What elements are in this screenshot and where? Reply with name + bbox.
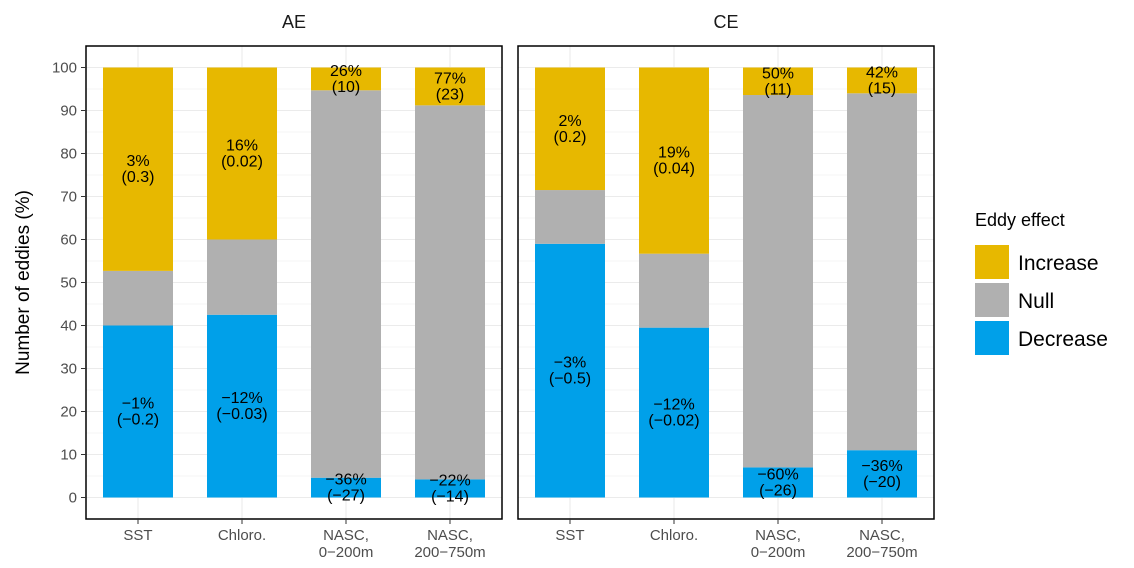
bar-segment-decrease [103, 325, 173, 498]
bar-segment-decrease [743, 467, 813, 498]
y-tick-label: 40 [60, 318, 77, 335]
x-tick-label: 0−200m [319, 544, 374, 561]
data-label: 16% [226, 138, 258, 155]
legend-title: Eddy effect [975, 210, 1065, 230]
data-label: (−26) [759, 482, 797, 499]
x-tick-label: NASC, [323, 527, 369, 544]
bar-segment-null [103, 270, 173, 326]
data-label: (0.3) [122, 169, 155, 186]
data-label: (0.2) [554, 129, 587, 146]
data-label: 19% [658, 145, 690, 162]
x-tick-label: 200−750m [414, 544, 485, 561]
data-label: −12% [653, 397, 694, 414]
bar-segment-decrease [207, 314, 277, 498]
panel-border [517, 45, 935, 520]
legend-swatch-increase [975, 245, 1009, 279]
bar-segment-increase [103, 67, 173, 271]
data-label: (−14) [431, 488, 469, 505]
x-tick-label: Chloro. [218, 527, 266, 544]
x-tick-label: SST [123, 527, 152, 544]
y-tick-label: 60 [60, 232, 77, 249]
data-label: −3% [554, 355, 586, 372]
bar-segment-null [535, 190, 605, 244]
data-label: (11) [764, 81, 791, 98]
bar-segment-null [311, 90, 381, 478]
data-label: (−20) [863, 474, 901, 491]
bar-segment-increase [415, 67, 485, 106]
data-label: −36% [325, 472, 366, 489]
bar-segment-null [847, 93, 917, 451]
legend-swatch-decrease [975, 321, 1009, 355]
bar-segment-decrease [535, 243, 605, 498]
data-label: −12% [221, 390, 262, 407]
data-label: 3% [126, 153, 149, 170]
bar-segment-null [207, 239, 277, 315]
data-label: (0.02) [221, 154, 263, 171]
bar-segment-decrease [415, 479, 485, 498]
x-tick-label: Chloro. [650, 527, 698, 544]
bar-segment-increase [847, 67, 917, 94]
data-label: (−27) [327, 488, 365, 505]
bar-segment-increase [207, 67, 277, 240]
x-tick-label: SST [555, 527, 584, 544]
bar-segment-decrease [639, 327, 709, 498]
y-tick-label: 100 [52, 60, 77, 77]
bar-segment-null [639, 253, 709, 328]
x-tick-label: NASC, [755, 527, 801, 544]
bar-segment-null [743, 95, 813, 468]
data-label: −22% [429, 472, 470, 489]
data-label: 42% [866, 64, 898, 81]
y-tick-label: 10 [60, 447, 77, 464]
x-tick-label: 200−750m [846, 544, 917, 561]
data-label: (0.04) [653, 161, 695, 178]
legend-swatch-null [975, 283, 1009, 317]
x-tick-label: 0−200m [751, 544, 806, 561]
data-label: (−0.02) [648, 413, 699, 430]
data-label: (23) [436, 86, 464, 103]
legend-label-null: Null [1018, 290, 1054, 313]
data-label: (−0.03) [216, 406, 267, 423]
bar-segment-increase [311, 67, 381, 91]
y-tick-label: 70 [60, 189, 77, 206]
panel-title-1: CE [713, 12, 738, 32]
data-label: 50% [762, 65, 794, 82]
x-tick-label: NASC, [859, 527, 905, 544]
data-label: (−0.2) [117, 412, 159, 429]
bar-segment-increase [535, 67, 605, 191]
bar-segment-decrease [847, 450, 917, 498]
panel-title-0: AE [282, 12, 306, 32]
legend-label-increase: Increase [1018, 252, 1099, 275]
bar-segment-increase [743, 67, 813, 96]
data-label: 26% [330, 63, 362, 80]
y-tick-label: 0 [69, 490, 77, 507]
data-label: −60% [757, 466, 798, 483]
y-tick-label: 20 [60, 404, 77, 421]
y-tick-label: 90 [60, 103, 77, 120]
y-axis-title: Number of eddies (%) [13, 190, 34, 375]
bar-segment-increase [639, 67, 709, 254]
y-tick-label: 30 [60, 361, 77, 378]
data-label: (10) [332, 79, 360, 96]
bar-segment-decrease [311, 477, 381, 498]
bar-segment-null [415, 105, 485, 480]
data-label: −1% [122, 396, 154, 413]
y-tick-label: 80 [60, 146, 77, 163]
data-label: −36% [861, 458, 902, 475]
x-tick-label: NASC, [427, 527, 473, 544]
data-label: 2% [558, 113, 581, 130]
y-tick-label: 50 [60, 275, 77, 292]
legend-label-decrease: Decrease [1018, 328, 1108, 351]
data-label: (−0.5) [549, 371, 591, 388]
data-label: (15) [868, 80, 896, 97]
data-label: 77% [434, 70, 466, 87]
